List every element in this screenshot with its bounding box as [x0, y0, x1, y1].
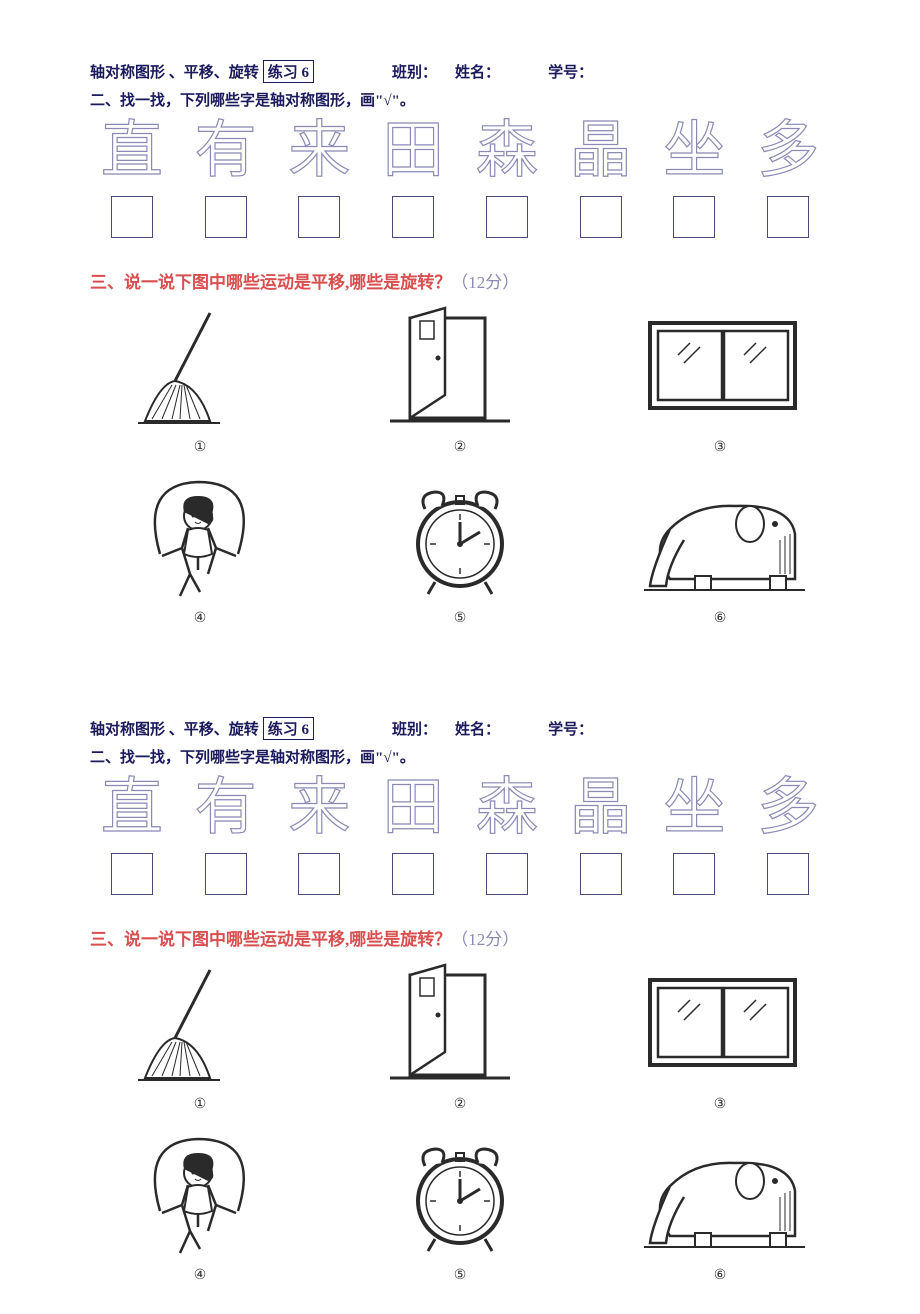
character-row: 直有来田森晶坐多: [90, 777, 830, 839]
picture-label: ⑤: [454, 610, 467, 627]
picture-cell-clock: ⑤: [350, 1131, 570, 1284]
broom-icon: [120, 960, 280, 1090]
picture-cell-broom: ①: [90, 960, 310, 1113]
field-name: 姓名：: [455, 718, 500, 739]
outline-char: 森: [465, 777, 549, 839]
picture-label: ③: [714, 439, 727, 456]
answer-checkbox[interactable]: [111, 196, 153, 238]
answer-checkbox[interactable]: [486, 196, 528, 238]
outline-char: 晶: [559, 120, 643, 182]
picture-cell-door: ②: [350, 303, 570, 456]
q3-points: （12分）: [451, 273, 519, 292]
answer-checkbox[interactable]: [111, 853, 153, 895]
character-row: 直有来田森晶坐多: [90, 120, 830, 182]
header-line: 轴对称图形 、平移、旋转练习 6 班别： 姓名： 学号：: [90, 717, 830, 740]
title-part-1: 轴对称图形 、平移、旋转: [90, 61, 259, 82]
slide-icon: [640, 1131, 800, 1261]
checkbox-row: [90, 853, 830, 895]
answer-checkbox[interactable]: [673, 196, 715, 238]
answer-checkbox[interactable]: [205, 196, 247, 238]
picture-cell-jumprope: ④: [90, 474, 310, 627]
clock-icon: [380, 474, 540, 604]
door-icon: [380, 960, 540, 1090]
picture-cell-slide: ⑥: [610, 1131, 830, 1284]
field-name: 姓名：: [455, 61, 500, 82]
answer-checkbox[interactable]: [673, 853, 715, 895]
field-id: 学号：: [548, 61, 593, 82]
pictures-grid: ① ② ③ ④ ⑤ ⑥: [90, 960, 830, 1284]
picture-label: ④: [194, 1267, 207, 1284]
answer-checkbox[interactable]: [392, 196, 434, 238]
q2-instruction: 二、找一找，下列哪些字是轴对称图形，画"√"。: [90, 89, 830, 110]
picture-label: ⑤: [454, 1267, 467, 1284]
window-icon: [640, 303, 800, 433]
field-id: 学号：: [548, 718, 593, 739]
field-class: 班别：: [392, 718, 437, 739]
slide-icon: [640, 474, 800, 604]
outline-char: 晶: [559, 777, 643, 839]
picture-label: ④: [194, 610, 207, 627]
picture-cell-door: ②: [350, 960, 570, 1113]
window-icon: [640, 960, 800, 1090]
picture-label: ②: [454, 1096, 467, 1113]
exercise-number: 练习 6: [263, 717, 314, 740]
picture-cell-slide: ⑥: [610, 474, 830, 627]
outline-char: 来: [278, 120, 362, 182]
picture-cell-window: ③: [610, 303, 830, 456]
picture-cell-broom: ①: [90, 303, 310, 456]
q3-title-text: 三、说一说下图中哪些运动是平移,哪些是旋转？: [90, 930, 451, 949]
answer-checkbox[interactable]: [486, 853, 528, 895]
q2-instruction: 二、找一找，下列哪些字是轴对称图形，画"√"。: [90, 746, 830, 767]
clock-icon: [380, 1131, 540, 1261]
answer-checkbox[interactable]: [580, 853, 622, 895]
title-part-1: 轴对称图形 、平移、旋转: [90, 718, 259, 739]
picture-cell-jumprope: ④: [90, 1131, 310, 1284]
picture-cell-window: ③: [610, 960, 830, 1113]
answer-checkbox[interactable]: [298, 196, 340, 238]
answer-checkbox[interactable]: [205, 853, 247, 895]
checkbox-row: [90, 196, 830, 238]
outline-char: 直: [90, 777, 174, 839]
answer-checkbox[interactable]: [767, 196, 809, 238]
outline-char: 森: [465, 120, 549, 182]
worksheet: 轴对称图形 、平移、旋转练习 6 班别： 姓名： 学号： 二、找一找，下列哪些字是轴对称…: [0, 657, 920, 1314]
q3-title-text: 三、说一说下图中哪些运动是平移,哪些是旋转？: [90, 273, 451, 292]
answer-checkbox[interactable]: [580, 196, 622, 238]
outline-char: 来: [278, 777, 362, 839]
outline-char: 田: [371, 120, 455, 182]
jumprope-icon: [120, 474, 280, 604]
field-class: 班别：: [392, 61, 437, 82]
picture-label: ⑥: [714, 610, 727, 627]
q3-title: 三、说一说下图中哪些运动是平移,哪些是旋转？（12分）: [90, 925, 830, 950]
outline-char: 坐: [653, 777, 737, 839]
picture-label: ⑥: [714, 1267, 727, 1284]
header-line: 轴对称图形 、平移、旋转练习 6 班别： 姓名： 学号：: [90, 60, 830, 83]
picture-label: ①: [194, 1096, 207, 1113]
outline-char: 直: [90, 120, 174, 182]
outline-char: 多: [746, 777, 830, 839]
door-icon: [380, 303, 540, 433]
outline-char: 有: [184, 777, 268, 839]
picture-cell-clock: ⑤: [350, 474, 570, 627]
picture-label: ②: [454, 439, 467, 456]
answer-checkbox[interactable]: [392, 853, 434, 895]
exercise-number: 练习 6: [263, 60, 314, 83]
outline-char: 田: [371, 777, 455, 839]
answer-checkbox[interactable]: [767, 853, 809, 895]
picture-label: ③: [714, 1096, 727, 1113]
answer-checkbox[interactable]: [298, 853, 340, 895]
broom-icon: [120, 303, 280, 433]
q3-title: 三、说一说下图中哪些运动是平移,哪些是旋转？（12分）: [90, 268, 830, 293]
q3-points: （12分）: [451, 930, 519, 949]
outline-char: 坐: [653, 120, 737, 182]
outline-char: 有: [184, 120, 268, 182]
jumprope-icon: [120, 1131, 280, 1261]
picture-label: ①: [194, 439, 207, 456]
pictures-grid: ① ② ③ ④ ⑤ ⑥: [90, 303, 830, 627]
worksheet: 轴对称图形 、平移、旋转练习 6 班别： 姓名： 学号： 二、找一找，下列哪些字是轴对称…: [0, 0, 920, 657]
outline-char: 多: [746, 120, 830, 182]
